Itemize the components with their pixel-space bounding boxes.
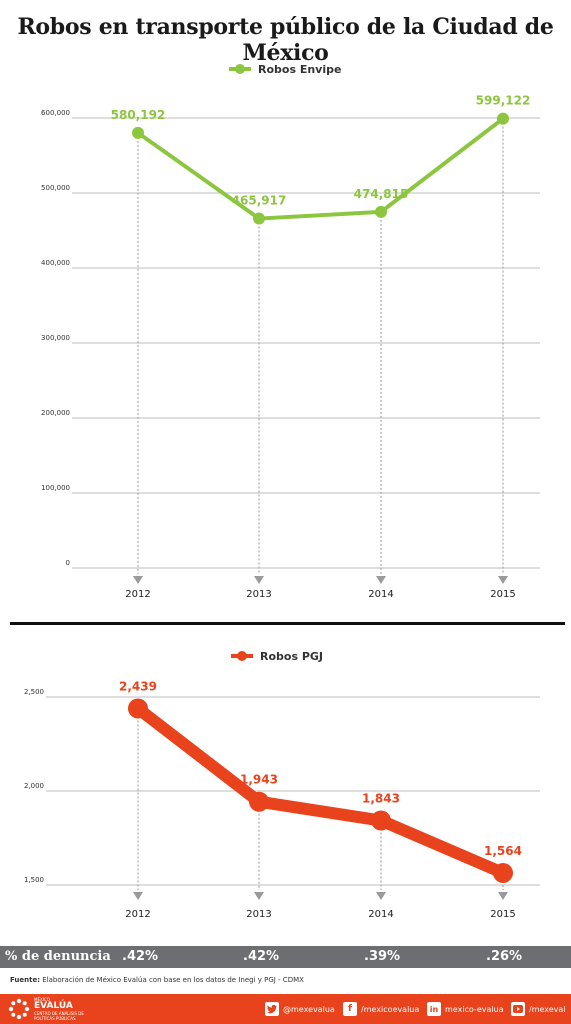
x-tick-label: 2015 [490,589,515,600]
data-label: 1,564 [484,844,522,858]
x-tick-label: 2012 [125,909,150,920]
logo: MÉXICO EVALÚA CENTRO DE ANÁLISIS DE POLÍ… [8,997,104,1021]
x-arrow [498,576,508,584]
denuncia-value-2013: .42% [243,949,280,964]
section-divider [10,622,565,625]
denuncia-value-2012: .42% [122,949,159,964]
youtube-icon [511,1002,525,1016]
y-tick-label: 300,000 [41,334,70,342]
x-arrow [254,892,264,900]
data-label: 1,843 [362,792,400,806]
x-tick-label: 2015 [490,909,515,920]
series-line [136,116,505,221]
y-tick-label: 600,000 [41,109,70,117]
x-arrow [133,576,143,584]
x-arrow [376,576,386,584]
y-tick-label: 500,000 [41,184,70,192]
y-tick-label: 1,500 [24,876,44,884]
source-label: Fuente: [10,976,41,984]
chart-pgj: 1,500 2,000 2,500 2012 2013 2014 2015 2,439 1,94… [24,679,540,920]
social-linkedin[interactable]: in mexico-evalua [427,1002,504,1016]
youtube-handle: /mexeval [529,1004,566,1014]
x-tick-label: 2013 [246,909,271,920]
data-point [497,112,509,125]
chart-envipe: 0 100,000 200,000 300,000 400,000 500,000 600,… [41,94,540,600]
denuncia-value-2014: .39% [364,949,401,964]
data-point [375,205,387,218]
data-label: 2,439 [119,679,157,693]
y-tick-label: 100,000 [41,484,70,492]
facebook-handle: /mexicoevalua [361,1004,420,1014]
legend-label-envipe: Robos Envipe [258,62,342,76]
social-twitter[interactable]: @mexevalua [265,1002,335,1016]
x-tick-label: 2012 [125,589,150,600]
legend-envipe: Robos Envipe [228,60,341,78]
source-note: Fuente: Elaboración de México Evalúa con… [10,976,304,984]
denuncia-row: % de denuncia .42% .42% .39% .26% [0,946,571,968]
x-arrow [133,892,143,900]
denuncia-label: % de denuncia [5,949,111,964]
y-tick-label: 400,000 [41,259,70,267]
data-point [371,810,391,831]
y-tick-label: 2,000 [24,782,44,790]
twitter-handle: @mexevalua [283,1004,335,1014]
data-label: 1,943 [240,773,278,787]
twitter-icon [265,1002,279,1016]
y-tick-label: 2,500 [24,688,44,696]
linkedin-handle: mexico-evalua [445,1004,504,1014]
legend-label-pgj: Robos PGJ [260,649,324,663]
data-label: 580,192 [111,108,166,122]
logo-icon [8,998,30,1020]
denuncia-value-2015: .26% [486,949,523,964]
data-point [249,791,269,812]
data-label: 465,917 [232,194,287,208]
source-text: Elaboración de México Evalúa con base en… [40,976,304,984]
x-arrow [254,576,264,584]
data-label: 474,815 [354,187,409,201]
x-tick-label: 2013 [246,589,271,600]
data-point [132,126,144,139]
data-point [253,212,265,225]
y-tick-label: 0 [66,559,70,567]
logo-sub: CENTRO DE ANÁLISIS DE POLÍTICAS PÚBLICAS [34,1011,84,1021]
legend-marker-pgj [231,651,253,661]
logo-main: EVALÚA [34,1001,73,1011]
y-tick-label: 200,000 [41,409,70,417]
data-label: 599,122 [476,94,531,108]
facebook-icon: f [343,1002,357,1016]
social-youtube[interactable]: /mexeval [511,1002,566,1016]
linkedin-icon: in [427,1002,441,1016]
x-arrow [376,892,386,900]
legend-marker-envipe [229,64,251,74]
x-arrow [498,892,508,900]
series-line [132,702,509,879]
legend-pgj: Robos PGJ [230,647,323,665]
x-tick-label: 2014 [368,589,393,600]
x-tick-label: 2014 [368,909,393,920]
footer-bar: MÉXICO EVALÚA CENTRO DE ANÁLISIS DE POLÍ… [0,994,571,1024]
social-facebook[interactable]: f /mexicoevalua [343,1002,419,1016]
logo-top: MÉXICO [34,997,50,1002]
chart-title: Robos en transporte público de la Ciudad… [17,14,554,66]
data-point [493,862,513,883]
data-point [128,698,148,719]
